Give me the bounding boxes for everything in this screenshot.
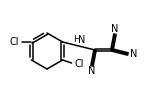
Text: Cl: Cl: [10, 37, 19, 47]
Text: H: H: [73, 35, 80, 44]
Text: N: N: [111, 23, 119, 33]
Text: N: N: [78, 35, 85, 45]
Text: N: N: [130, 49, 137, 59]
Text: Cl: Cl: [75, 59, 84, 69]
Text: N: N: [88, 67, 96, 76]
